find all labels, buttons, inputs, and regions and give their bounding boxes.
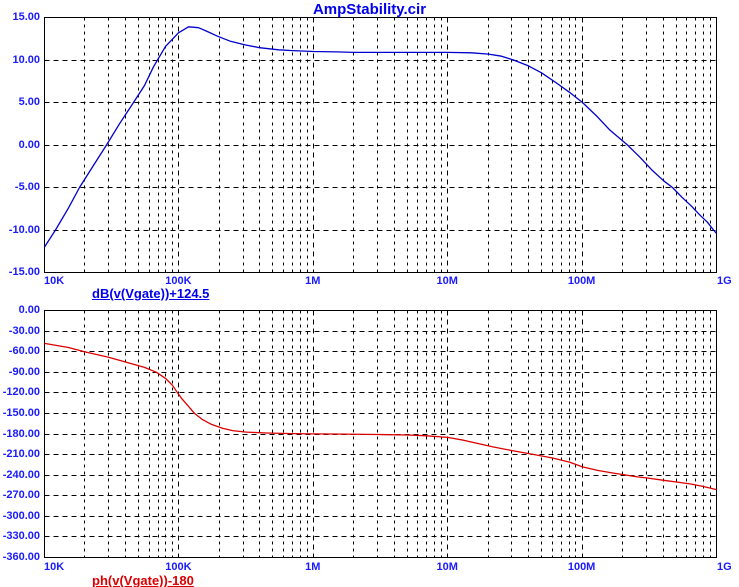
x-tick-label: 100K (165, 561, 192, 573)
y-tick-label: -360.00 (2, 551, 40, 563)
y-tick-label: 0.00 (18, 304, 40, 316)
y-tick-label: -120.00 (2, 386, 40, 399)
x-tick-label: 10K (44, 561, 65, 573)
x-tick-label: 1G (717, 275, 732, 287)
y-tick-label: -30.00 (8, 324, 40, 337)
y-tick-label: -15.00 (8, 266, 40, 278)
y-tick-label: 5.00 (18, 96, 40, 108)
phase-plot-canvas[interactable] (44, 310, 717, 558)
magnitude-plot-canvas[interactable] (44, 17, 717, 273)
y-tick-label: -5.00 (14, 181, 40, 193)
y-tick-label: -180.00 (2, 427, 40, 440)
x-tick-label: 10M (436, 561, 458, 573)
plot-border (44, 310, 717, 558)
plot-border (44, 17, 717, 273)
x-tick-label: 10M (436, 275, 458, 287)
y-tick-label: -330.00 (2, 530, 40, 543)
y-tick-label: 10.00 (12, 53, 40, 66)
y-tick-label: -90.00 (8, 365, 40, 378)
plot-title: AmpStability.cir (312, 1, 427, 18)
x-tick-label: 100M (567, 275, 596, 287)
x-tick-label: 100M (567, 561, 596, 573)
y-tick-label: -10.00 (8, 223, 40, 236)
phase-trace (44, 342, 717, 491)
x-tick-label: 1M (305, 275, 321, 287)
y-tick-label: -60.00 (8, 345, 40, 358)
y-tick-label: -210.00 (2, 448, 40, 461)
x-tick-label: 1G (717, 561, 732, 573)
y-tick-label: 15.00 (12, 11, 40, 23)
x-tick-label: 10K (44, 275, 65, 287)
x-tick-label: 100K (165, 275, 192, 287)
y-tick-label: -150.00 (2, 406, 40, 419)
y-tick-label: 0.00 (18, 138, 40, 151)
magnitude-trace (44, 26, 717, 248)
y-tick-label: -300.00 (2, 509, 40, 522)
y-tick-label: -270.00 (2, 489, 40, 502)
x-tick-label: 1M (305, 561, 321, 573)
y-tick-label: -240.00 (2, 468, 40, 481)
magnitude-trace-expression[interactable]: dB(v(Vgate))+124.5 (92, 286, 210, 301)
phase-trace-expression[interactable]: ph(v(Vgate))-180 (92, 573, 194, 587)
